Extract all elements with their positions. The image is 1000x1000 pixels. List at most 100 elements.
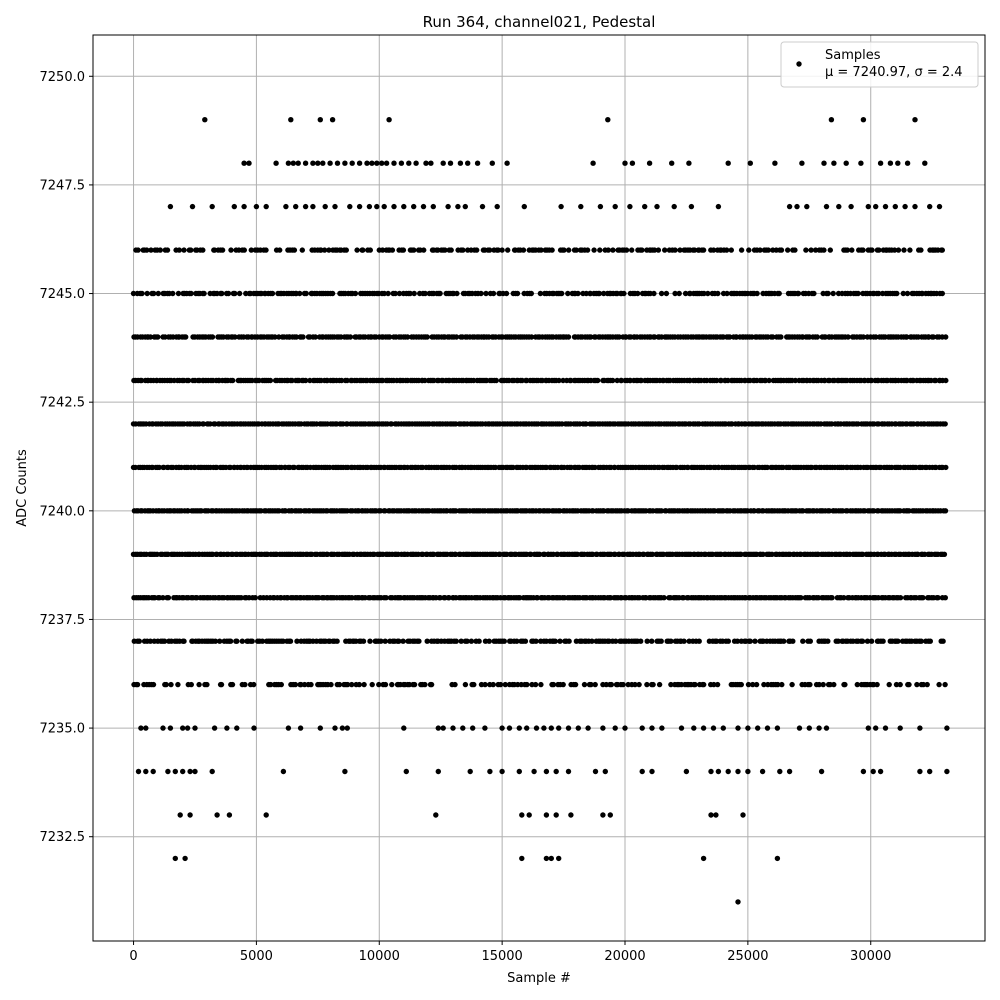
data-point [649, 551, 656, 557]
data-point [407, 290, 413, 297]
data-point [639, 247, 645, 253]
data-point [188, 247, 194, 253]
data-point [437, 595, 443, 601]
data-point [620, 681, 626, 688]
data-point [807, 681, 813, 688]
data-point [468, 638, 475, 644]
data-point [176, 247, 182, 253]
data-point [724, 247, 730, 253]
data-point [738, 681, 744, 688]
data-point [781, 638, 787, 644]
data-point [790, 638, 796, 644]
data-point [332, 203, 338, 210]
data-point [514, 290, 521, 297]
data-point [344, 725, 350, 731]
data-point [301, 681, 308, 688]
data-point [470, 725, 476, 731]
data-point [450, 725, 456, 731]
data-point [789, 681, 795, 688]
data-point [528, 290, 534, 297]
data-point [442, 247, 448, 253]
data-point [383, 595, 389, 601]
data-point [887, 160, 894, 166]
data-point [601, 290, 607, 297]
data-point [440, 160, 446, 166]
data-point [556, 725, 562, 731]
data-point [845, 334, 851, 340]
data-point [259, 638, 266, 644]
data-point [543, 768, 550, 775]
data-point [892, 203, 898, 210]
data-point [553, 768, 559, 775]
data-point [786, 768, 793, 775]
data-point [844, 247, 851, 253]
data-point [180, 725, 186, 731]
data-point [462, 681, 469, 688]
data-point [474, 247, 480, 253]
data-point [798, 595, 804, 601]
data-point [211, 725, 218, 731]
data-point [600, 812, 606, 818]
data-point [701, 290, 707, 297]
data-point [575, 290, 581, 297]
data-point [924, 681, 930, 688]
data-point [668, 681, 674, 688]
data-point [623, 247, 630, 253]
data-point [854, 681, 860, 688]
data-point [777, 768, 783, 775]
data-point [156, 464, 162, 471]
data-point [642, 203, 648, 210]
data-point [336, 681, 343, 688]
data-point [531, 768, 537, 775]
x-axis-ticks: 0 5000 10000 15000 20000 25000 30000 [129, 941, 891, 964]
data-point [312, 334, 319, 340]
data-point [297, 725, 304, 731]
data-point [227, 638, 234, 644]
data-point [616, 334, 622, 340]
data-point [812, 247, 819, 253]
data-point [691, 247, 698, 253]
data-point [772, 160, 778, 166]
data-point [147, 334, 154, 340]
data-point [912, 117, 918, 123]
x-tick-label: 0 [129, 949, 137, 964]
data-point [144, 247, 150, 253]
data-point [308, 681, 314, 688]
data-point [181, 638, 187, 644]
data-point [322, 203, 328, 210]
data-point [268, 681, 274, 688]
data-point [548, 855, 554, 862]
data-point [489, 160, 495, 166]
data-point [401, 725, 407, 731]
data-point [519, 855, 525, 862]
data-point [738, 551, 744, 557]
data-point [382, 681, 389, 688]
data-point [232, 334, 238, 340]
data-point [499, 725, 505, 731]
data-point [821, 160, 827, 166]
data-point [692, 681, 698, 688]
data-point [705, 290, 711, 297]
data-point [901, 247, 907, 253]
data-point [338, 377, 345, 384]
data-point [686, 160, 692, 166]
data-point [597, 247, 603, 253]
data-point [317, 725, 323, 731]
data-point [818, 768, 825, 775]
data-point [659, 725, 665, 731]
data-point [713, 812, 719, 818]
data-point [836, 203, 842, 210]
plot-frame [92, 34, 986, 942]
data-point [860, 768, 867, 775]
data-point [272, 334, 278, 340]
data-point [445, 203, 451, 210]
data-point [661, 595, 667, 601]
data-point [148, 247, 154, 253]
data-point [700, 247, 707, 253]
data-point [202, 117, 208, 123]
data-point [435, 725, 441, 731]
data-point [520, 247, 527, 253]
data-point [696, 638, 702, 644]
data-point [200, 421, 207, 427]
data-point [711, 681, 717, 688]
